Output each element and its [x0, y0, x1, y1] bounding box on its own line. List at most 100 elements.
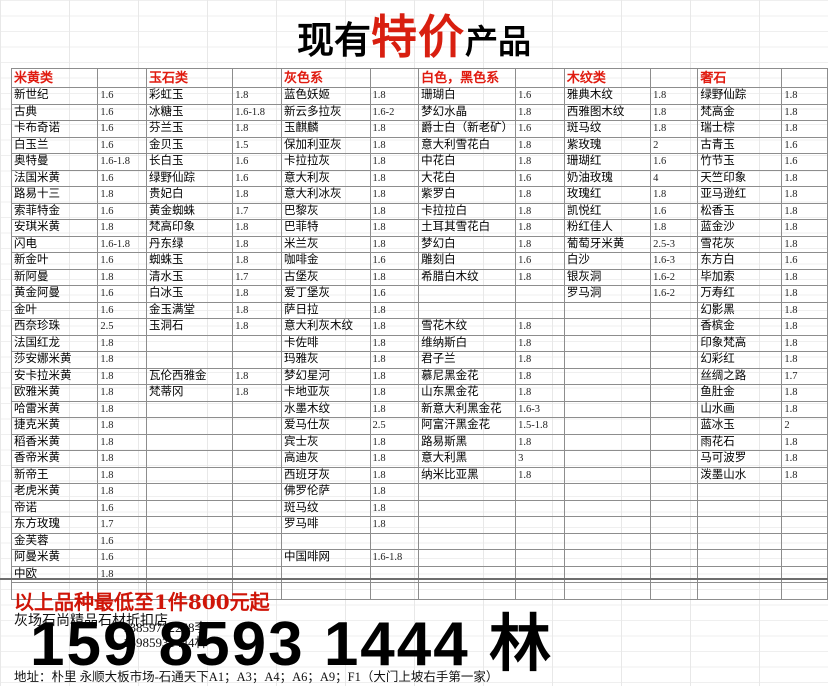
product-thickness-cell: 1.8 — [232, 87, 282, 105]
product-thickness-cell: 1.8 — [781, 235, 828, 253]
product-name-cell: 玉洞石 — [145, 318, 234, 336]
product-name-cell: 粉红佳人 — [563, 219, 652, 237]
product-name-cell — [145, 433, 234, 451]
product-thickness-cell: 1.8 — [781, 87, 828, 105]
product-thickness-cell: 1.6 — [650, 153, 699, 171]
product-thickness-cell: 1.8 — [369, 87, 420, 105]
product-thickness-cell — [515, 549, 565, 567]
product-thickness-cell: 1.8 — [369, 186, 420, 204]
product-thickness-cell — [232, 400, 282, 418]
product-name-cell: 梦幻星河 — [280, 367, 371, 385]
product-name-cell: 捷克米黄 — [10, 417, 99, 435]
product-thickness-cell: 2.5-3 — [650, 235, 699, 253]
product-thickness-cell: 2 — [781, 417, 828, 435]
product-thickness-cell — [650, 318, 699, 336]
product-thickness-cell — [650, 565, 699, 583]
product-name-cell: 卡拉拉白 — [418, 202, 517, 220]
product-thickness-cell: 1.8 — [232, 384, 282, 402]
product-name-cell — [697, 549, 783, 567]
phone-line-1: 13859732268李 — [123, 620, 208, 635]
table-row: 西奈珍珠 2.5 玉洞石 1.8 意大利灰木纹 1.8 雪花木纹 1.8 香槟金 1.8 — [10, 318, 828, 336]
product-name-cell — [563, 549, 652, 567]
product-name-cell: 法国红龙 — [10, 334, 99, 352]
product-name-cell: 安琪米黄 — [10, 219, 99, 237]
column-header-price-2 — [232, 68, 282, 88]
product-name-cell: 丹东绿 — [145, 235, 234, 253]
product-name-cell — [418, 285, 517, 303]
product-name-cell — [145, 532, 234, 550]
product-thickness-cell — [781, 565, 828, 583]
product-name-cell: 佛罗伦萨 — [280, 483, 371, 501]
product-name-cell — [10, 582, 99, 600]
product-name-cell — [563, 367, 652, 385]
product-name-cell: 希腊白木纹 — [418, 268, 517, 286]
product-name-cell: 玛雅灰 — [280, 351, 371, 369]
product-name-cell: 毕加索 — [697, 268, 783, 286]
product-name-cell — [280, 565, 371, 583]
product-thickness-cell: 1.8 — [650, 120, 699, 138]
product-name-cell — [697, 565, 783, 583]
product-thickness-cell: 1.5 — [232, 136, 282, 154]
product-name-cell — [145, 499, 234, 517]
table-row: 东方玫瑰 1.7 罗马啡 1.8 — [10, 516, 828, 534]
product-thickness-cell: 1.7 — [232, 268, 282, 286]
table-row: 闪电 1.6-1.8 丹东绿 1.8 米兰灰 1.8 梦幻白 1.8 葡萄牙米黄 2.5-3 雪花灰… — [10, 235, 828, 253]
table-row: 新阿曼 1.8 清水玉 1.7 古堡灰 1.8 希腊白木纹 1.8 银灰洞 1.6-2 毕加索 1.8 — [10, 268, 828, 286]
product-thickness-cell — [781, 582, 828, 600]
page-title-part3: 产品 — [465, 22, 531, 61]
product-name-cell: 珊瑚红 — [563, 153, 652, 171]
product-name-cell — [563, 582, 652, 600]
product-thickness-cell — [232, 334, 282, 352]
product-name-cell: 鱼肚金 — [697, 384, 783, 402]
table-row: 奥特曼 1.6-1.8 长白玉 1.6 卡拉拉灰 1.8 中花白 1.8 珊瑚红 1.6 竹节玉 1.… — [10, 153, 828, 171]
product-name-cell: 奥特曼 — [10, 153, 99, 171]
product-name-cell — [418, 565, 517, 583]
product-thickness-cell — [232, 499, 282, 517]
page-title-highlight: 特价 — [371, 10, 465, 64]
product-thickness-cell: 1.6 — [97, 87, 147, 105]
product-thickness-cell: 1.8 — [515, 103, 565, 121]
product-thickness-cell: 1.6-2 — [369, 103, 420, 121]
table-row: 金芙蓉 1.6 — [10, 532, 828, 550]
product-thickness-cell: 1.6 — [97, 136, 147, 154]
table-header-row: 米黄类 玉石类 灰色系 白色，黑色系 木纹类 奢石 — [10, 68, 828, 88]
product-thickness-cell: 1.8 — [515, 351, 565, 369]
product-thickness-cell: 1.8 — [515, 186, 565, 204]
shop-address: 地址：朴里 永顺大板市场-石通天下A1；A3；A4；A6；A9；F1（大门上坡右… — [14, 670, 499, 684]
product-name-cell: 山水画 — [697, 400, 783, 418]
product-thickness-cell: 1.7 — [97, 516, 147, 534]
product-name-cell: 白冰玉 — [145, 285, 234, 303]
product-name-cell: 中欧 — [10, 565, 99, 583]
product-name-cell: 爱马仕灰 — [280, 417, 371, 435]
product-name-cell: 银灰洞 — [563, 268, 652, 286]
product-thickness-cell — [232, 549, 282, 567]
product-thickness-cell: 1.8 — [781, 400, 828, 418]
product-thickness-cell — [650, 433, 699, 451]
product-name-cell: 新金叶 — [10, 252, 99, 270]
footer-divider — [0, 578, 828, 580]
product-name-cell: 雕刻白 — [418, 252, 517, 270]
column-header-4: 白色，黑色系 — [418, 68, 517, 88]
product-name-cell: 蜘蛛玉 — [145, 252, 234, 270]
product-name-cell — [563, 565, 652, 583]
product-name-cell: 水墨木纹 — [280, 400, 371, 418]
product-thickness-cell: 1.6 — [515, 120, 565, 138]
product-thickness-cell: 1.6 — [97, 301, 147, 319]
product-thickness-cell: 1.8 — [781, 450, 828, 468]
promo-banner: 以上品种最低至1件800元起 — [14, 590, 270, 614]
product-thickness-cell: 1.8 — [781, 120, 828, 138]
table-row: 欧雅米黄 1.8 梵蒂冈 1.8 卡地亚灰 1.8 山东黑金花 1.8 鱼肚金 1.8 — [10, 384, 828, 402]
product-thickness-cell — [650, 582, 699, 600]
product-name-cell: 法国米黄 — [10, 169, 99, 187]
product-name-cell: 稻香米黄 — [10, 433, 99, 451]
product-name-cell: 罗马啡 — [280, 516, 371, 534]
product-name-cell: 幻影黑 — [697, 301, 783, 319]
product-name-cell: 香帝米黄 — [10, 450, 99, 468]
product-name-cell: 阿曼米黄 — [10, 549, 99, 567]
product-thickness-cell: 1.8 — [232, 252, 282, 270]
product-thickness-cell: 1.6 — [650, 202, 699, 220]
product-thickness-cell: 1.8 — [515, 433, 565, 451]
product-thickness-cell: 1.8 — [515, 318, 565, 336]
product-name-cell: 葡萄牙米黄 — [563, 235, 652, 253]
product-thickness-cell: 1.8 — [369, 153, 420, 171]
